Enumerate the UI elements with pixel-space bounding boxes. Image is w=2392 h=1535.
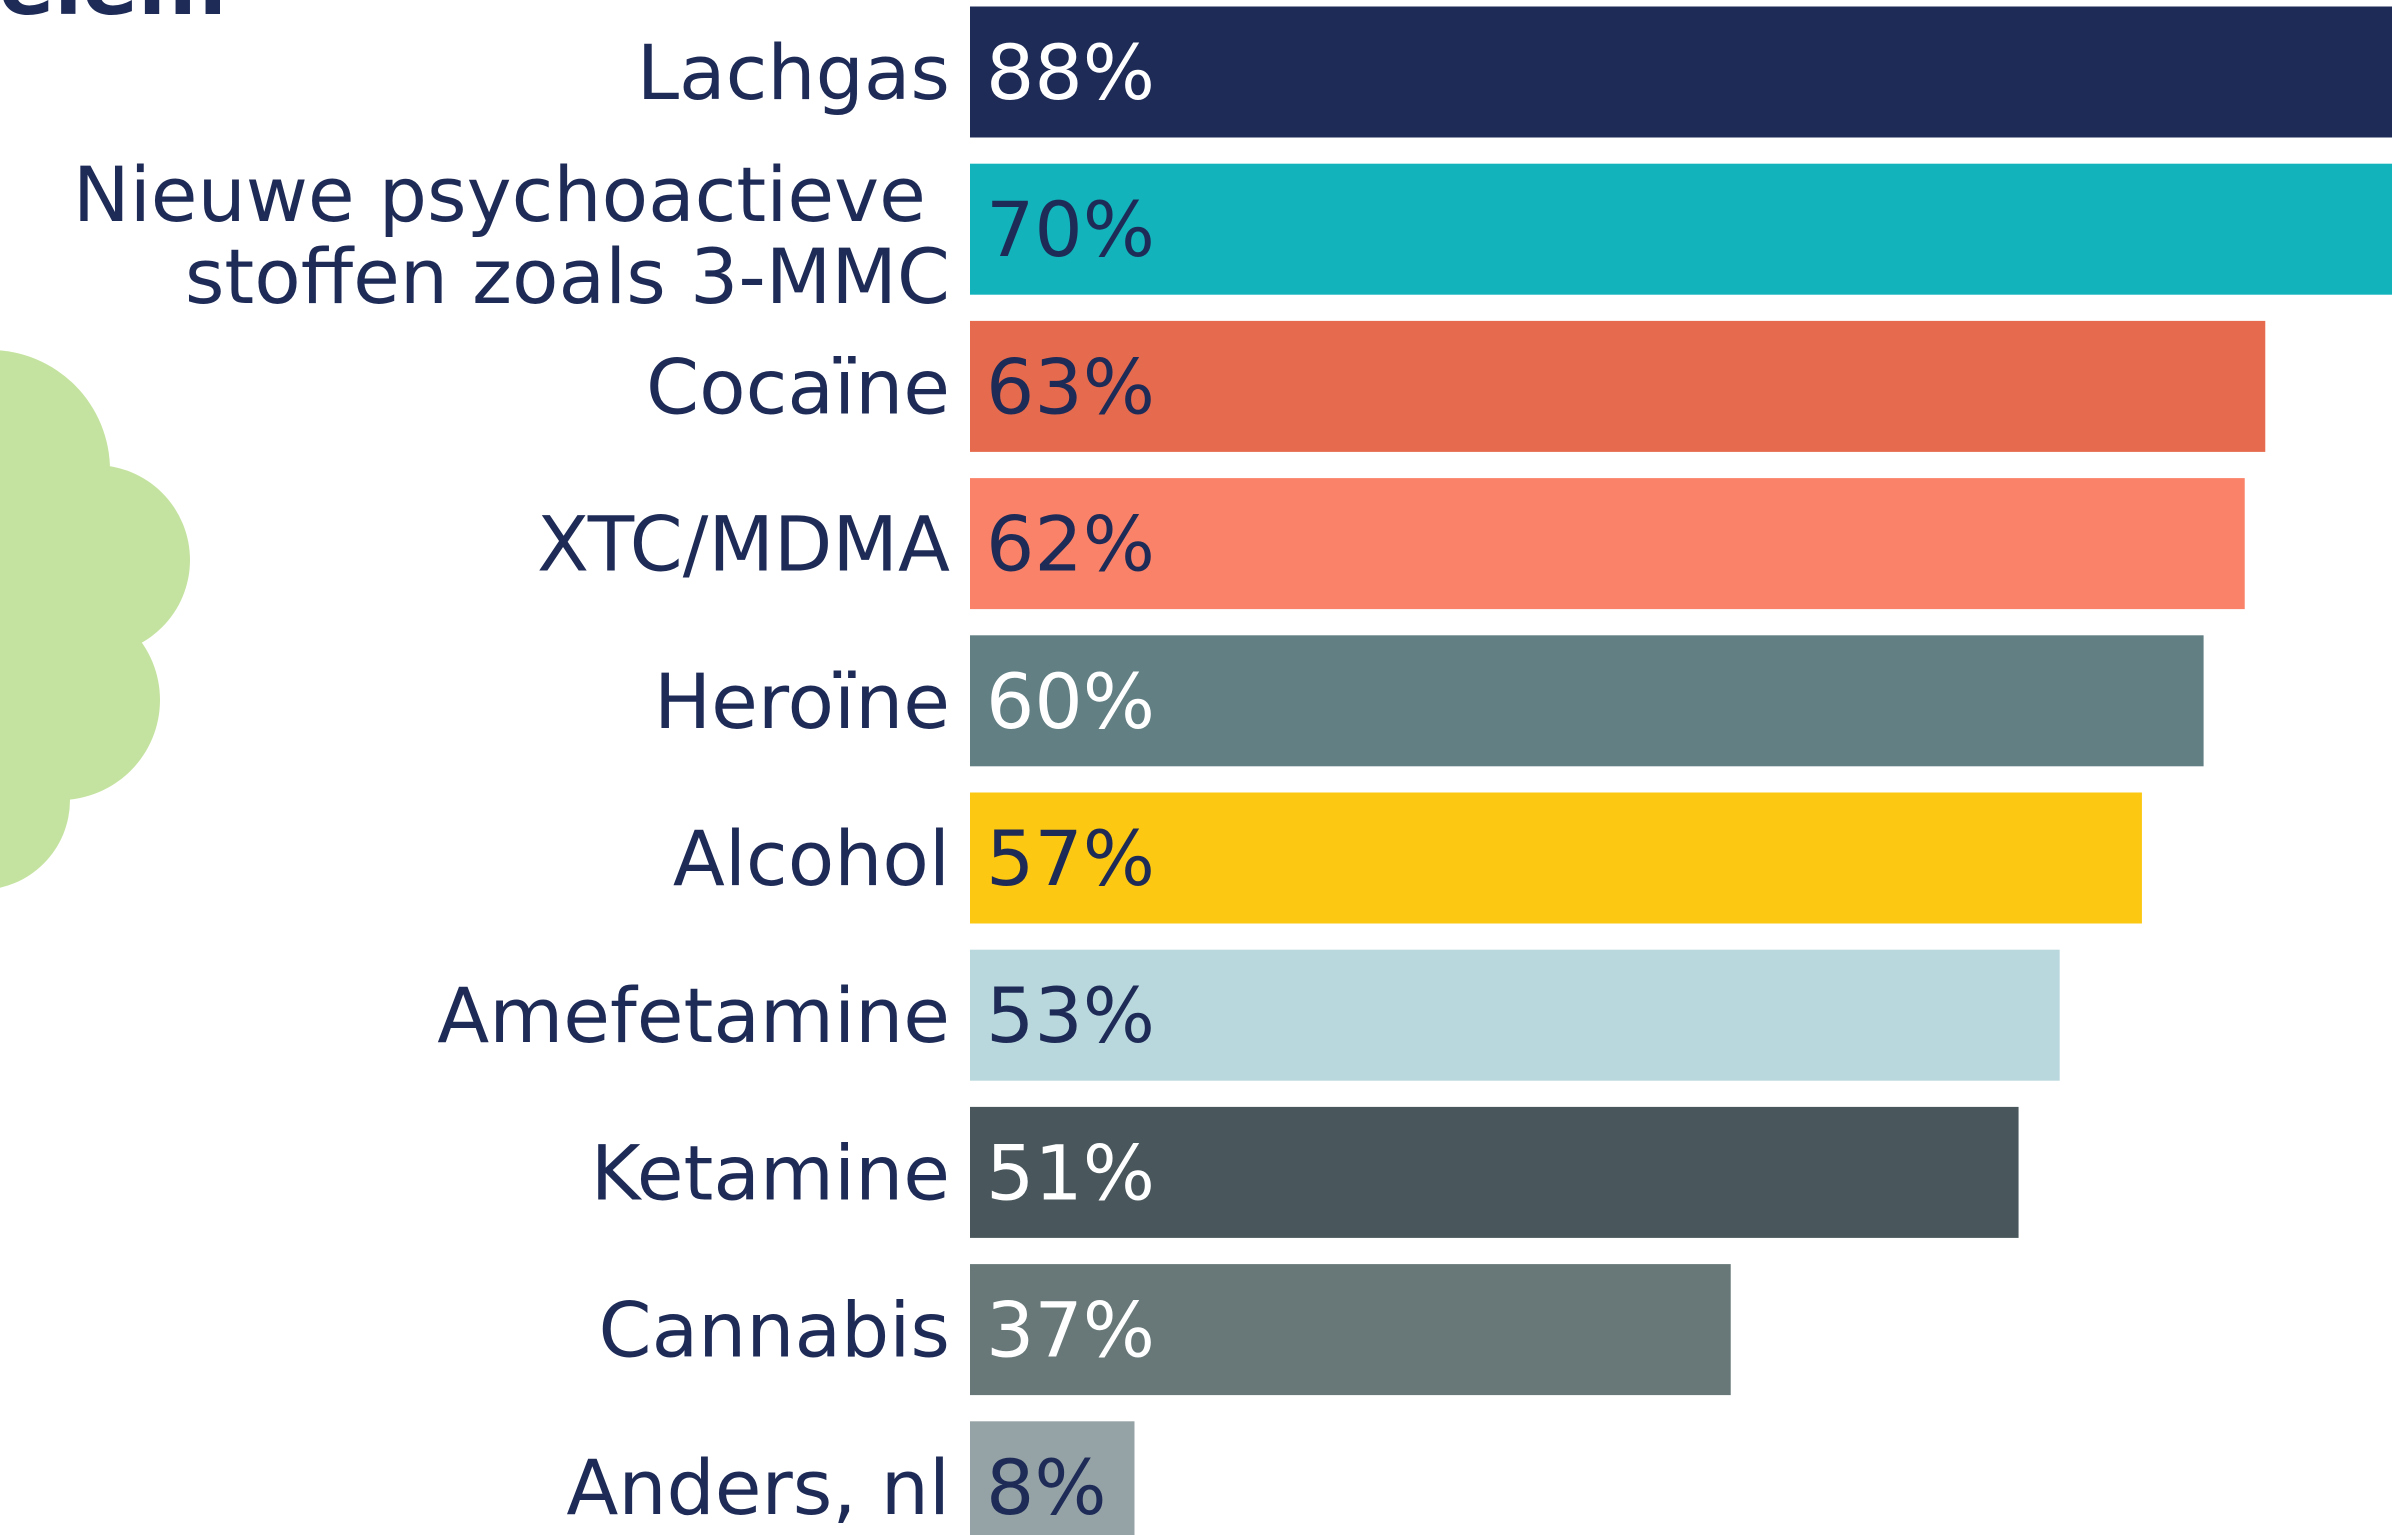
bar (970, 164, 2392, 295)
bar (970, 7, 2392, 138)
page: {"chart_data": { "type": "bar", "orienta… (0, 0, 2392, 1535)
category-label: Alcohol (673, 814, 950, 903)
category-label: Heroïne (654, 657, 950, 746)
category-label: XTC/MDMA (537, 500, 950, 589)
bar (970, 321, 2265, 452)
value-label: 51% (986, 1128, 1155, 1217)
category-label-line: Nieuwe psychoactieve (73, 150, 950, 239)
category-label-line: stoffen zoals 3-MMC (185, 232, 950, 321)
cloud-decoration (0, 350, 190, 890)
category-label: Amefetamine (437, 971, 950, 1060)
value-label: 57% (986, 814, 1155, 903)
value-label: 63% (986, 342, 1155, 431)
value-label: 53% (986, 971, 1155, 1060)
value-label: 62% (986, 500, 1155, 589)
value-label: 37% (986, 1286, 1155, 1375)
category-label: Cocaïne (646, 342, 950, 431)
value-label: 8% (986, 1443, 1107, 1532)
value-label: 88% (986, 28, 1155, 117)
bar (970, 478, 2245, 609)
category-label: Anders, nl (566, 1443, 950, 1532)
category-label: Nieuwe psychoactieve stoffen zoals 3-MMC (73, 150, 950, 321)
category-label: Ketamine (591, 1128, 950, 1217)
category-label: Cannabis (599, 1286, 951, 1375)
bar (970, 635, 2204, 766)
chart-title: delen: (0, 0, 229, 34)
value-label: 60% (986, 657, 1155, 746)
value-label: 70% (986, 185, 1155, 274)
chart: delen: 88% Lachgas 70% Nieuwe psychoactieve… (0, 0, 2392, 1535)
category-label: Lachgas (637, 28, 950, 117)
